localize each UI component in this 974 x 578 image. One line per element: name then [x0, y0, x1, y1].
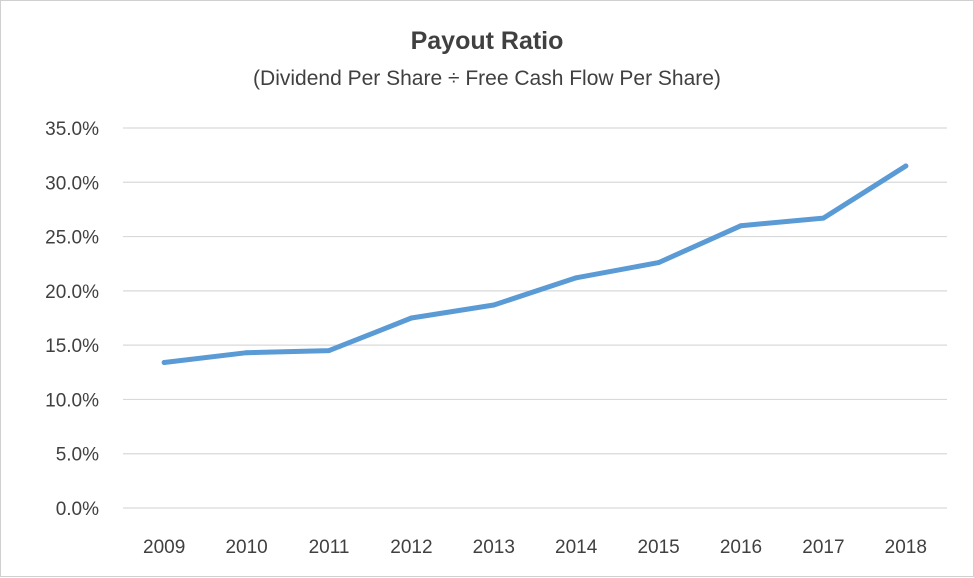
- x-tick-label: 2014: [555, 537, 598, 558]
- x-tick-label: 2011: [309, 537, 350, 558]
- chart-subtitle: (Dividend Per Share ÷ Free Cash Flow Per…: [253, 67, 721, 90]
- data-point: [656, 260, 662, 266]
- x-tick-label: 2012: [390, 537, 432, 558]
- y-tick-label: 35.0%: [45, 119, 99, 140]
- x-tick-label: 2009: [143, 537, 185, 558]
- x-tick-label: 2017: [802, 537, 844, 558]
- y-tick-label: 10.0%: [45, 390, 99, 411]
- y-tick-label: 15.0%: [45, 336, 99, 357]
- y-tick-label: 5.0%: [56, 445, 99, 466]
- x-tick-label: 2013: [473, 537, 515, 558]
- data-point: [573, 275, 579, 281]
- y-tick-label: 0.0%: [56, 499, 99, 520]
- data-point: [820, 215, 826, 221]
- y-tick-label: 30.0%: [45, 173, 99, 194]
- data-point: [408, 315, 414, 321]
- data-point: [903, 163, 909, 169]
- data-point: [244, 350, 250, 356]
- data-point: [161, 360, 167, 366]
- chart-title: Payout Ratio: [410, 27, 564, 55]
- x-tick-label: 2015: [637, 537, 679, 558]
- data-point: [491, 302, 497, 308]
- y-tick-label: 20.0%: [45, 282, 99, 303]
- y-tick-label: 25.0%: [45, 228, 99, 249]
- x-tick-label: 2010: [225, 537, 267, 558]
- data-point: [326, 348, 332, 354]
- x-tick-label: 2018: [885, 537, 927, 558]
- x-tick-label: 2016: [720, 537, 762, 558]
- series-line: [161, 163, 909, 365]
- data-point: [738, 223, 744, 229]
